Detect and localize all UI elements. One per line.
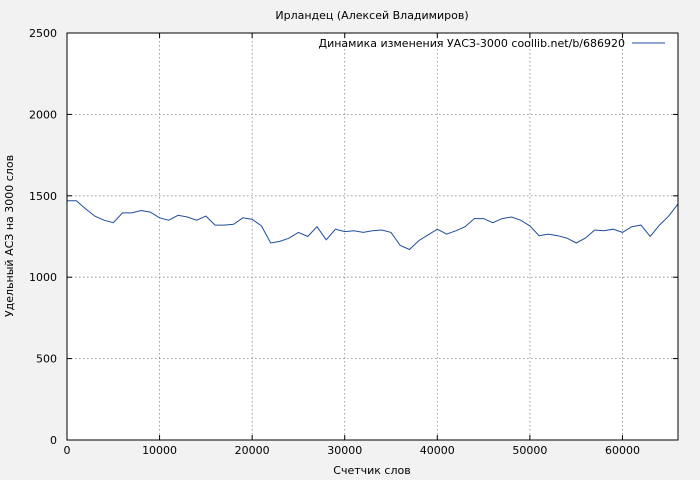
x-tick-label: 10000: [142, 444, 177, 457]
x-tick-label: 40000: [420, 444, 455, 457]
y-axis-label: Удельный АСЗ на 3000 слов: [3, 155, 16, 317]
chart-title: Ирландец (Алексей Владимиров): [275, 9, 468, 22]
plot-background: [67, 33, 678, 440]
y-tick-label: 2000: [29, 108, 57, 121]
x-tick-label: 0: [64, 444, 71, 457]
series-line: [67, 200, 679, 251]
x-axis-label: Счетчик слов: [333, 464, 410, 477]
y-tick-label: 0: [50, 434, 57, 447]
plot-frame: [66, 32, 679, 441]
legend-label: Динамика изменения УАСЗ-3000 coollib.net…: [319, 37, 626, 50]
y-tick-label: 2500: [29, 27, 57, 40]
x-tick-label: 60000: [605, 444, 640, 457]
x-tick-label: 50000: [512, 444, 547, 457]
y-tick-label: 1500: [29, 190, 57, 203]
axis-ticks: 0 10000 20000 30000 40000 50000 60000 0 500 1000 1…: [29, 27, 678, 457]
x-tick-label: 30000: [327, 444, 362, 457]
y-tick-label: 500: [36, 353, 57, 366]
legend: Динамика изменения УАСЗ-3000 coollib.net…: [319, 37, 665, 50]
grid-lines: [67, 33, 678, 440]
y-tick-label: 1000: [29, 271, 57, 284]
x-tick-label: 20000: [235, 444, 270, 457]
series-layer: [67, 200, 679, 251]
